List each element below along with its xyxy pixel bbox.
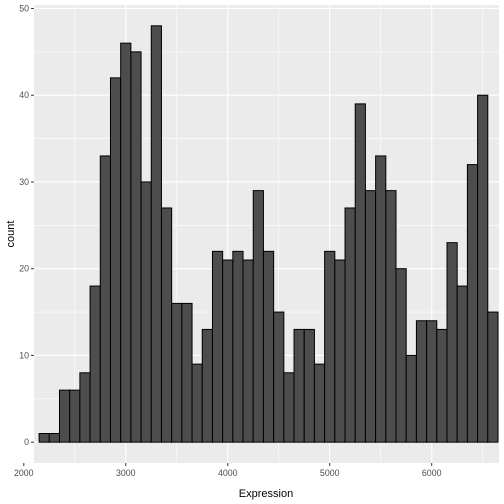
histogram-bar [191,363,203,443]
histogram-bar [375,155,387,443]
histogram-bar [303,328,315,443]
x-tick-label: 5000 [320,468,340,478]
histogram-bar [89,285,101,443]
x-tick-label: 2000 [14,468,34,478]
histogram-bar [99,155,111,443]
histogram-bar [273,311,285,443]
histogram-bar [160,207,173,443]
histogram-bar [109,77,122,443]
x-tick-label: 6000 [422,468,442,478]
y-tick-label: 0 [24,437,29,447]
histogram-bar [171,302,183,443]
histogram-bar [405,354,417,443]
histogram-bar [150,25,162,443]
histogram-bar [58,389,71,443]
histogram-bar [426,320,438,443]
histogram-bar [79,372,91,443]
y-axis-ticks: 0 10 20 30 40 50 [19,3,34,447]
histogram-bar [262,250,275,443]
histogram-bar [38,433,50,443]
y-axis-title: count [5,221,17,248]
histogram-bar [48,433,60,443]
histogram-bar [436,328,448,443]
histogram-bar [313,363,326,443]
histogram-bar [477,94,489,443]
histogram-bar [456,285,468,443]
histogram-bar [283,372,295,443]
y-tick-label: 30 [19,177,29,187]
histogram-bar [181,302,193,443]
histogram-bar [446,242,458,443]
x-tick-label: 3000 [116,468,136,478]
histogram-bar [69,389,81,443]
y-tick-label: 20 [19,264,29,274]
histogram-bar [334,259,346,443]
histogram-bar [201,328,213,443]
histogram-bar [385,190,397,443]
histogram-bar [324,250,336,443]
histogram-bar [222,259,234,443]
histogram-bar [130,51,142,443]
y-tick-label: 10 [19,350,29,360]
histogram-bar [120,42,132,443]
histogram-bar [140,181,152,443]
histogram-bar [354,103,366,443]
histogram-bar [395,268,407,443]
histogram-bar [211,250,224,443]
x-tick-label: 4000 [218,468,238,478]
histogram-bar [293,328,305,443]
histogram-bar [415,320,428,443]
histogram-bar [232,250,244,443]
histogram-bar [344,207,356,443]
histogram-bar [252,190,264,443]
bars-group [38,25,499,443]
histogram-bar [487,311,499,443]
y-tick-label: 40 [19,90,29,100]
histogram-bar [242,259,254,443]
x-axis-ticks: 2000 3000 4000 5000 6000 [14,463,442,478]
y-tick-label: 50 [19,3,29,13]
histogram-bar [364,190,377,443]
histogram-bar [466,164,479,443]
x-axis-title: Expression [239,488,293,500]
